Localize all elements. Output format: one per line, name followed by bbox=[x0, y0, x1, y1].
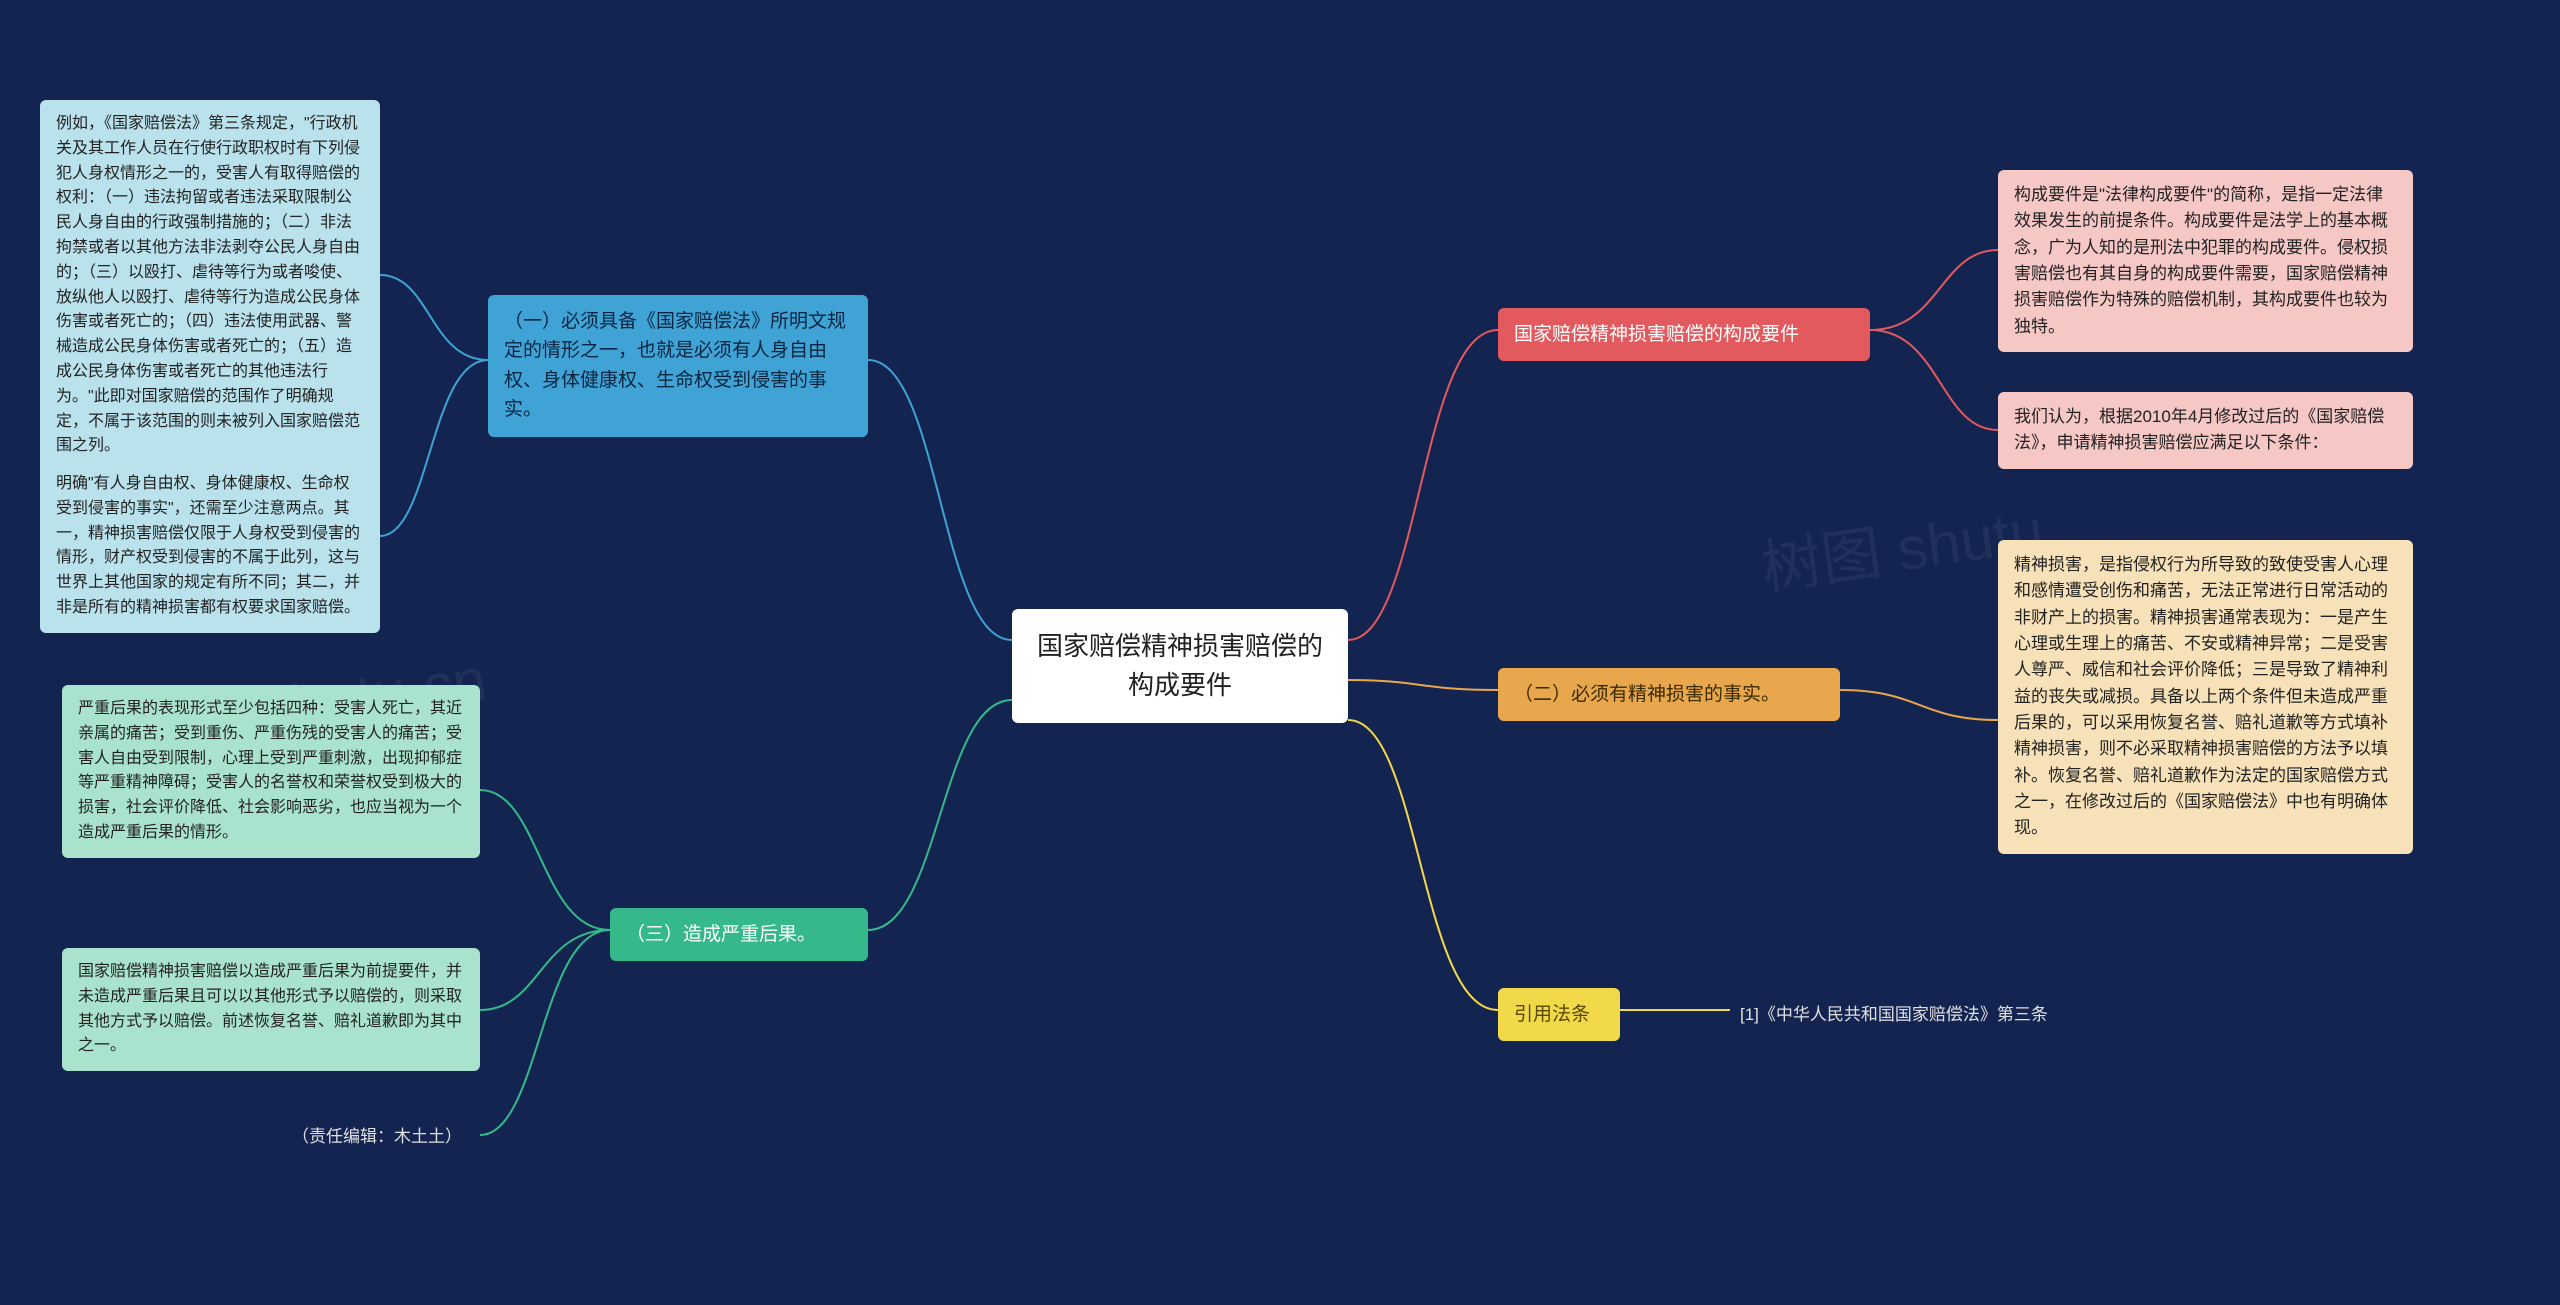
leaf-l2a: 严重后果的表现形式至少包括四种：受害人死亡，其近亲属的痛苦；受到重伤、严重伤残的… bbox=[62, 685, 480, 858]
leaf-l1a: 例如，《国家赔偿法》第三条规定，"行政机关及其工作人员在行使行政职权时有下列侵犯… bbox=[40, 100, 380, 471]
leaf-r3a: [1]《中华人民共和国国家赔偿法》第三条 bbox=[1730, 996, 2130, 1034]
leaf-r2a: 精神损害，是指侵权行为所导致的致使受害人心理和感情遭受创伤和痛苦，无法正常进行日… bbox=[1998, 540, 2413, 854]
leaf-l2c: （责任编辑：木土土） bbox=[280, 1116, 500, 1158]
center-node: 国家赔偿精神损害赔偿的 构成要件 bbox=[1012, 609, 1348, 723]
branch-r2: （二）必须有精神损害的事实。 bbox=[1498, 668, 1840, 721]
leaf-r1a: 构成要件是"法律构成要件"的简称，是指一定法律效果发生的前提条件。构成要件是法学… bbox=[1998, 170, 2413, 352]
branch-r1: 国家赔偿精神损害赔偿的构成要件 bbox=[1498, 308, 1870, 361]
leaf-l1b: 明确"有人身自由权、身体健康权、生命权受到侵害的事实"，还需至少注意两点。其一，… bbox=[40, 460, 380, 633]
branch-l1: （一）必须具备《国家赔偿法》所明文规定的情形之一，也就是必须有人身自由权、身体健… bbox=[488, 295, 868, 437]
branch-r3: 引用法条 bbox=[1498, 988, 1620, 1041]
branch-l2: （三）造成严重后果。 bbox=[610, 908, 868, 961]
leaf-l2b: 国家赔偿精神损害赔偿以造成严重后果为前提要件，并未造成严重后果且可以以其他形式予… bbox=[62, 948, 480, 1071]
leaf-r1b: 我们认为，根据2010年4月修改过后的《国家赔偿法》，申请精神损害赔偿应满足以下… bbox=[1998, 392, 2413, 469]
